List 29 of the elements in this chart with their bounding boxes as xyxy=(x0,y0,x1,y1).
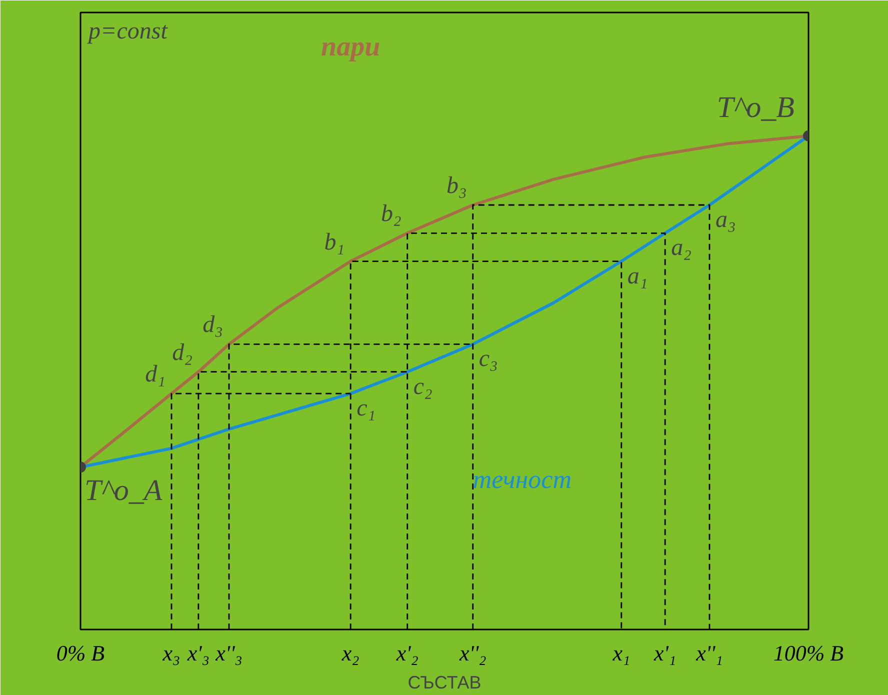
x-tick-label: x₂ xyxy=(340,640,360,666)
x-tick-label: 100% B xyxy=(773,640,844,666)
annotation: d₃ xyxy=(202,312,224,338)
annotation: a₂ xyxy=(671,235,692,262)
annotation: c₁ xyxy=(356,396,376,422)
annotation: c₂ xyxy=(413,374,432,400)
annotation: b₃ xyxy=(446,173,467,200)
annotation: a₁ xyxy=(627,263,648,290)
annotation: b₁ xyxy=(324,229,345,256)
x-tick-label: 0% B xyxy=(56,640,105,666)
annotation: d₂ xyxy=(172,340,192,366)
x-tick-label: x''₂ xyxy=(458,640,487,666)
annotation: a₃ xyxy=(715,207,736,234)
x-tick-label: x'₃ xyxy=(186,640,210,666)
x-tick-label: x'₁ xyxy=(653,640,676,666)
annotation: T^o_B xyxy=(716,90,795,124)
x-tick-label: x₁ xyxy=(612,640,630,666)
annotation: b₂ xyxy=(381,201,402,228)
text: пари xyxy=(321,32,380,62)
annotation: T^o_A xyxy=(84,474,163,508)
x-axis-title: СЪСТАВ xyxy=(408,672,482,692)
text: течност xyxy=(472,465,572,494)
x-tick-label: x₃ xyxy=(162,640,180,666)
annotation: c₃ xyxy=(478,346,498,372)
annotation: d₁ xyxy=(145,362,166,388)
x-tick-label: x'₂ xyxy=(395,640,419,666)
x-tick-label: x''₃ xyxy=(214,640,242,666)
x-tick-label: x''₁ xyxy=(695,640,723,666)
text: p=const xyxy=(86,18,169,44)
